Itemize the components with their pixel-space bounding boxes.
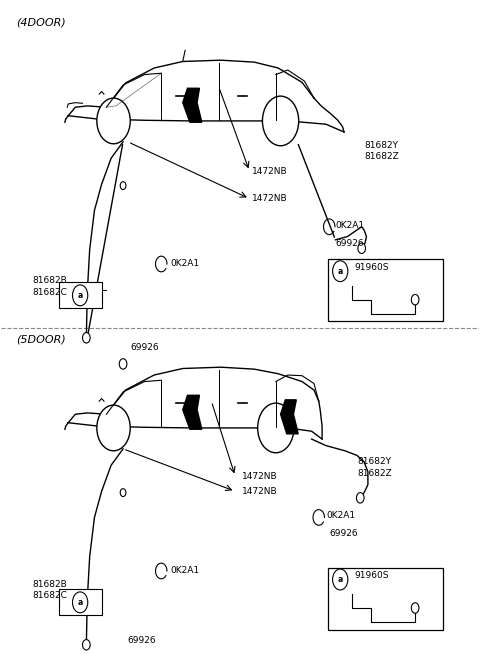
Circle shape xyxy=(258,403,294,453)
Circle shape xyxy=(263,96,299,146)
Text: a: a xyxy=(337,575,343,584)
Text: 0K2A1: 0K2A1 xyxy=(326,511,355,520)
Text: a: a xyxy=(337,267,343,276)
Circle shape xyxy=(72,592,88,613)
Circle shape xyxy=(119,359,127,369)
Polygon shape xyxy=(183,396,202,429)
Text: 81682B: 81682B xyxy=(33,579,67,588)
Text: (5DOOR): (5DOOR) xyxy=(16,335,65,344)
FancyBboxPatch shape xyxy=(328,259,443,321)
Circle shape xyxy=(97,405,130,451)
Text: 81682B: 81682B xyxy=(33,276,67,285)
Text: 0K2A1: 0K2A1 xyxy=(336,221,365,230)
Text: 1472NB: 1472NB xyxy=(252,194,288,203)
Circle shape xyxy=(97,98,130,144)
Text: 91960S: 91960S xyxy=(355,263,389,272)
Text: (4DOOR): (4DOOR) xyxy=(16,18,65,28)
Circle shape xyxy=(120,182,126,190)
Polygon shape xyxy=(281,400,298,434)
Text: 1472NB: 1472NB xyxy=(252,167,288,176)
Text: a: a xyxy=(77,291,83,300)
Text: 1472NB: 1472NB xyxy=(242,472,278,481)
Circle shape xyxy=(72,285,88,306)
Text: 69926: 69926 xyxy=(330,529,359,539)
Text: 81682Y: 81682Y xyxy=(357,457,391,466)
Circle shape xyxy=(358,243,365,253)
Circle shape xyxy=(333,569,348,590)
Text: 81682Y: 81682Y xyxy=(364,140,398,150)
Text: 81682Z: 81682Z xyxy=(364,152,399,161)
Text: 81682Z: 81682Z xyxy=(357,468,392,478)
Circle shape xyxy=(411,295,419,305)
Circle shape xyxy=(83,333,90,343)
Circle shape xyxy=(83,640,90,650)
Text: 69926: 69926 xyxy=(336,239,364,247)
Circle shape xyxy=(333,260,348,281)
Circle shape xyxy=(120,489,126,497)
FancyBboxPatch shape xyxy=(328,567,443,630)
Text: 69926: 69926 xyxy=(130,343,159,352)
Circle shape xyxy=(357,493,364,503)
Polygon shape xyxy=(183,89,202,122)
Text: 1472NB: 1472NB xyxy=(242,487,278,496)
Text: 81682C: 81682C xyxy=(33,288,67,297)
Text: 91960S: 91960S xyxy=(355,571,389,580)
Text: 0K2A1: 0K2A1 xyxy=(171,567,200,575)
Text: 69926: 69926 xyxy=(128,636,156,645)
Circle shape xyxy=(411,603,419,613)
Text: 81682C: 81682C xyxy=(33,591,67,600)
Bar xyxy=(59,282,102,308)
Bar xyxy=(59,589,102,615)
Text: 0K2A1: 0K2A1 xyxy=(171,260,200,268)
Text: a: a xyxy=(77,598,83,607)
